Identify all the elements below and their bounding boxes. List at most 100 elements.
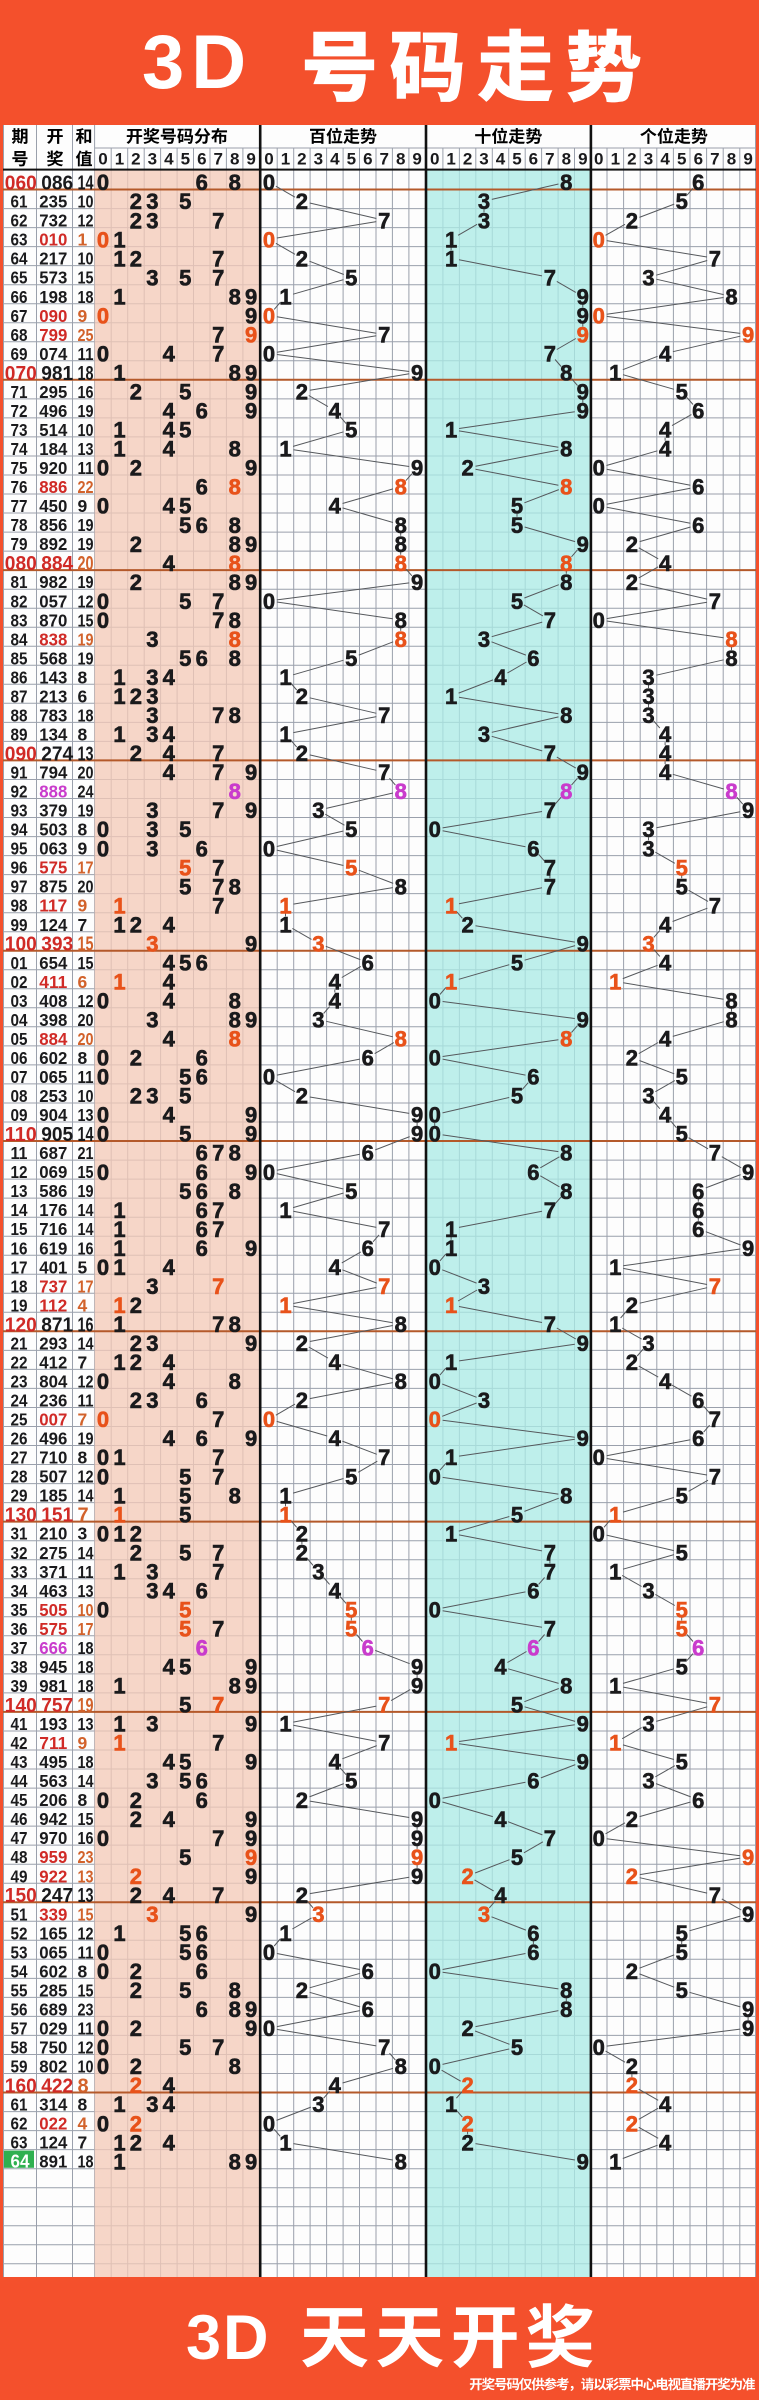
- svg-text:15: 15: [78, 268, 94, 288]
- svg-text:5: 5: [511, 1845, 523, 1870]
- svg-text:6: 6: [196, 399, 208, 424]
- svg-text:0: 0: [429, 1046, 441, 1071]
- svg-text:7: 7: [709, 893, 721, 918]
- svg-text:16: 16: [78, 1238, 94, 1258]
- svg-text:3: 3: [146, 1578, 158, 1603]
- svg-text:2: 2: [130, 1293, 142, 1318]
- svg-text:0: 0: [97, 1959, 109, 1984]
- svg-text:4: 4: [659, 950, 672, 975]
- svg-text:9: 9: [577, 1331, 589, 1356]
- svg-text:393: 393: [41, 934, 73, 956]
- svg-text:1: 1: [609, 1674, 621, 1699]
- svg-text:3: 3: [146, 1559, 158, 1584]
- svg-text:9: 9: [245, 1655, 257, 1680]
- svg-text:99: 99: [11, 915, 28, 935]
- svg-text:4: 4: [163, 494, 176, 519]
- svg-text:5: 5: [345, 1598, 357, 1623]
- svg-text:4: 4: [163, 2092, 176, 2117]
- svg-text:5: 5: [181, 150, 190, 169]
- svg-text:8: 8: [727, 150, 736, 169]
- svg-text:9: 9: [78, 896, 88, 916]
- svg-text:4: 4: [329, 2073, 342, 2098]
- svg-text:9: 9: [411, 456, 423, 481]
- svg-text:9: 9: [577, 399, 589, 424]
- svg-text:8: 8: [230, 150, 239, 169]
- svg-text:1: 1: [115, 150, 124, 169]
- svg-text:4: 4: [659, 1103, 672, 1128]
- svg-text:6: 6: [196, 1636, 208, 1661]
- svg-text:6: 6: [692, 1179, 704, 1204]
- svg-text:060: 060: [5, 173, 37, 195]
- svg-text:57: 57: [11, 2019, 28, 2039]
- svg-text:3: 3: [146, 665, 158, 690]
- svg-text:2: 2: [626, 1807, 638, 1832]
- svg-text:2: 2: [130, 570, 142, 595]
- svg-text:0: 0: [263, 1065, 275, 1090]
- svg-text:687: 687: [39, 1143, 67, 1163]
- svg-text:3: 3: [642, 1712, 654, 1737]
- svg-text:1: 1: [446, 150, 455, 169]
- svg-text:8: 8: [560, 779, 572, 804]
- svg-text:1: 1: [279, 1712, 291, 1737]
- svg-text:124: 124: [39, 915, 67, 935]
- svg-text:39: 39: [11, 1676, 28, 1696]
- svg-text:15: 15: [78, 610, 94, 630]
- svg-text:1: 1: [609, 2149, 621, 2174]
- svg-text:0: 0: [97, 2016, 109, 2041]
- svg-text:029: 029: [39, 2019, 67, 2039]
- svg-text:84: 84: [11, 629, 28, 649]
- svg-text:47: 47: [11, 1828, 28, 1848]
- svg-text:7: 7: [212, 893, 224, 918]
- svg-text:7: 7: [212, 1407, 224, 1432]
- svg-text:2: 2: [296, 1540, 308, 1565]
- svg-text:0: 0: [97, 1598, 109, 1623]
- svg-text:1: 1: [113, 227, 125, 252]
- svg-text:8: 8: [229, 1179, 241, 1204]
- svg-text:0: 0: [97, 1122, 109, 1147]
- svg-text:666: 666: [39, 1638, 67, 1658]
- svg-text:7: 7: [378, 208, 390, 233]
- svg-text:8: 8: [229, 1483, 241, 1508]
- svg-text:1: 1: [113, 246, 125, 271]
- svg-text:9: 9: [245, 303, 257, 328]
- svg-text:2: 2: [626, 2073, 638, 2098]
- svg-text:1: 1: [445, 227, 457, 252]
- svg-text:0: 0: [429, 1959, 441, 1984]
- svg-text:12: 12: [78, 211, 94, 231]
- svg-text:4: 4: [163, 2073, 176, 2098]
- svg-text:14: 14: [78, 1200, 94, 1220]
- svg-text:0: 0: [263, 227, 275, 252]
- svg-text:9: 9: [577, 323, 589, 348]
- svg-text:35: 35: [11, 1600, 28, 1620]
- svg-text:463: 463: [39, 1581, 67, 1601]
- svg-text:20: 20: [78, 1029, 94, 1049]
- svg-text:8: 8: [560, 361, 572, 386]
- svg-text:8: 8: [725, 646, 737, 671]
- svg-text:14: 14: [78, 1543, 94, 1563]
- svg-text:2: 2: [130, 741, 142, 766]
- svg-text:5: 5: [676, 189, 688, 214]
- svg-text:0: 0: [97, 1160, 109, 1185]
- svg-text:794: 794: [39, 763, 67, 783]
- svg-text:75: 75: [11, 458, 28, 478]
- svg-text:0: 0: [97, 1464, 109, 1489]
- svg-text:0: 0: [97, 1445, 109, 1470]
- svg-text:3: 3: [479, 150, 488, 169]
- svg-text:8: 8: [395, 874, 407, 899]
- svg-text:4: 4: [163, 1027, 176, 1052]
- svg-text:8: 8: [560, 551, 572, 576]
- svg-text:6: 6: [196, 1388, 208, 1413]
- svg-text:6: 6: [196, 1788, 208, 1813]
- svg-text:1: 1: [445, 1236, 457, 1261]
- svg-text:5: 5: [345, 418, 357, 443]
- svg-text:8: 8: [78, 2095, 88, 2115]
- svg-text:66: 66: [11, 287, 28, 307]
- svg-text:14: 14: [11, 1200, 28, 1220]
- svg-text:5: 5: [179, 380, 191, 405]
- svg-text:4: 4: [659, 342, 672, 367]
- svg-text:5: 5: [179, 1122, 191, 1147]
- svg-text:64: 64: [11, 249, 28, 269]
- svg-text:09: 09: [11, 1105, 28, 1125]
- svg-text:8: 8: [395, 1312, 407, 1337]
- svg-text:1: 1: [113, 1559, 125, 1584]
